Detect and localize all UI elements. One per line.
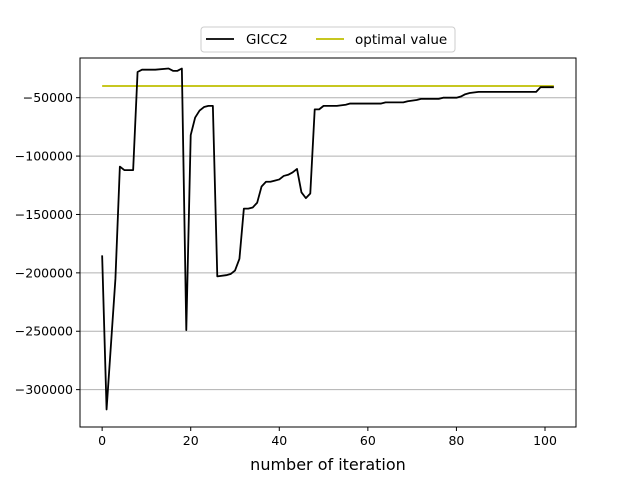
legend-label-gicc2: GICC2 (246, 32, 288, 48)
x-tick-label: 80 (448, 433, 464, 448)
series-line-gicc2 (101, 67, 554, 411)
axis-ticks: 0 20 40 60 80 100 −300000 −250000 −200000 −150000… (15, 90, 557, 448)
y-tick-label: −300000 (15, 382, 73, 397)
x-tick-label: 0 (98, 433, 106, 448)
x-axis-label: number of iteration (250, 455, 406, 474)
legend-label-optimal-value: optimal value (355, 32, 447, 48)
legend: GICC2 optimal value (200, 26, 456, 53)
y-tick-label: −150000 (15, 207, 73, 222)
grid-lines (80, 97, 576, 391)
x-tick-label: 60 (360, 433, 376, 448)
x-tick-label: 20 (183, 433, 199, 448)
y-tick-label: −200000 (15, 265, 73, 280)
y-tick-label: −250000 (15, 324, 73, 339)
x-tick-label: 40 (271, 433, 287, 448)
plot-area-frame (79, 57, 577, 428)
x-tick-label: 100 (533, 433, 557, 448)
y-tick-label: −50000 (23, 90, 73, 105)
series-lines (101, 67, 554, 411)
y-tick-label: −100000 (15, 149, 73, 164)
